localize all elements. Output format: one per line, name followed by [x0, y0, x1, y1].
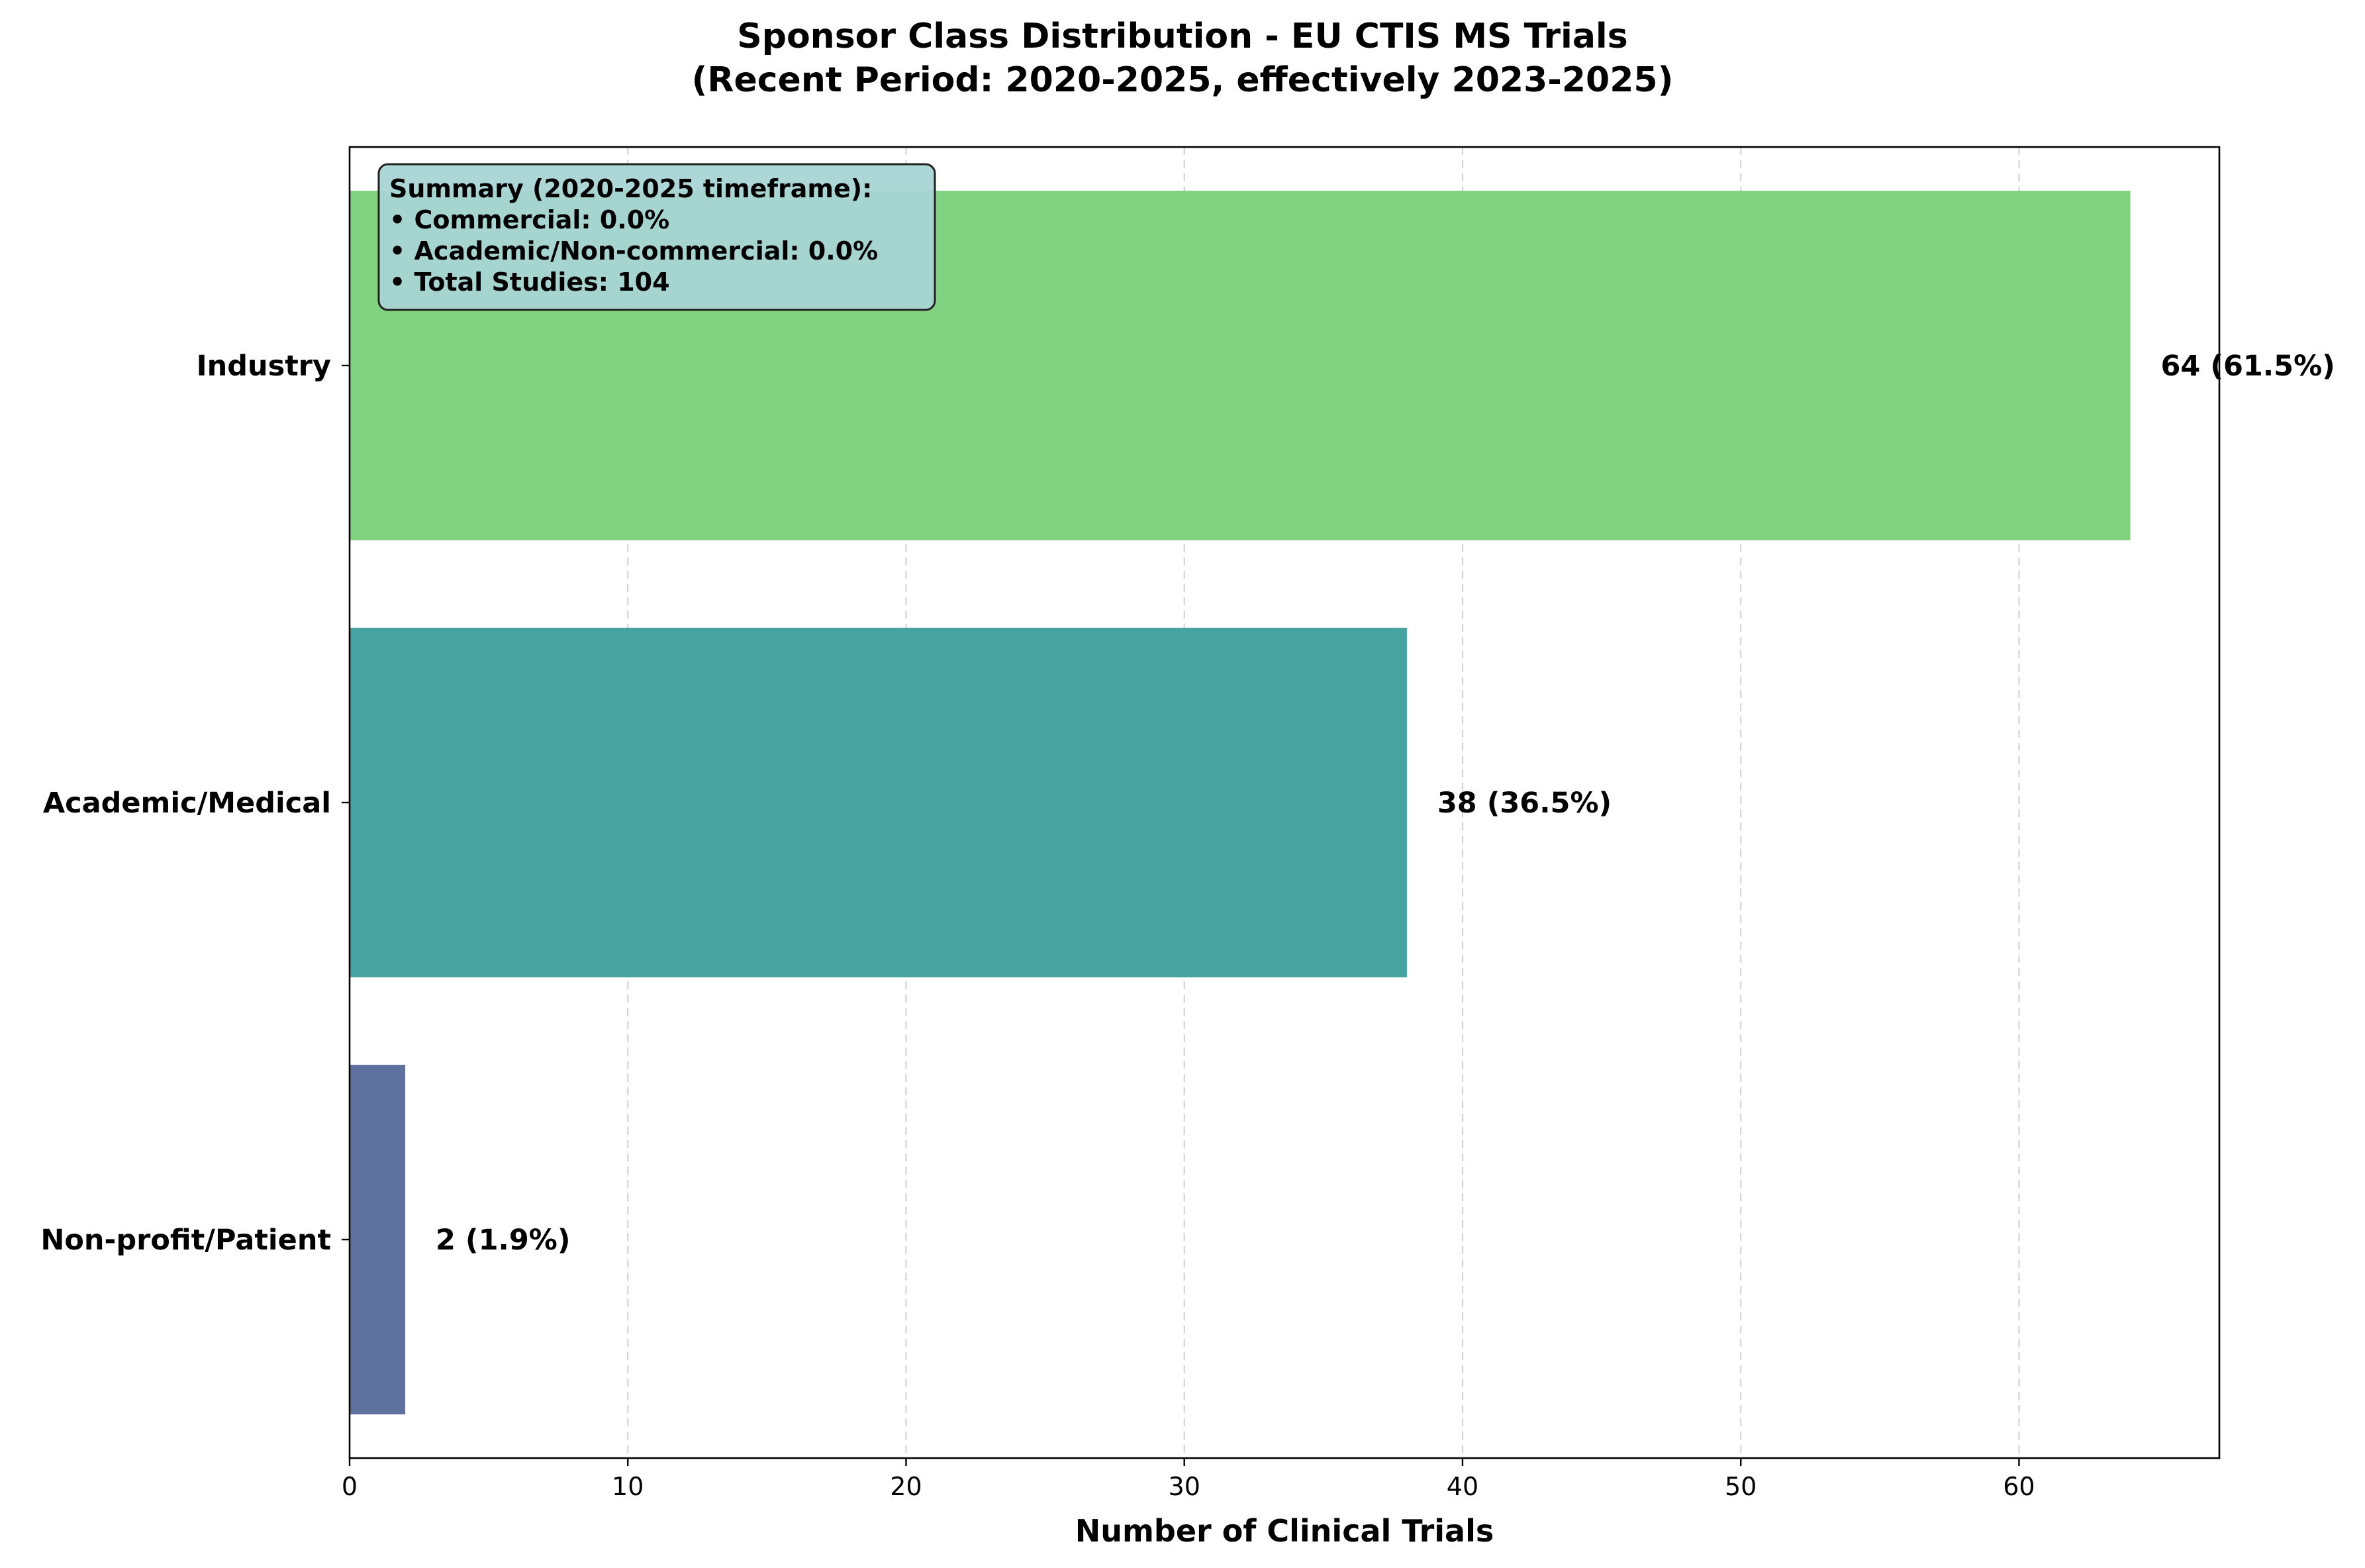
- bars: [350, 191, 2131, 1414]
- category-label: Industry: [197, 350, 331, 383]
- bar-non-profit-patient: [350, 1065, 406, 1414]
- chart-title-line-2: (Recent Period: 2020-2025, effectively 2…: [692, 60, 1674, 100]
- x-axis-ticks: 0 10 20 30 40 50 60: [342, 1458, 2035, 1501]
- data-labels: 64 (61.5%) 38 (36.5%) 2 (1.9%): [436, 350, 2335, 1257]
- x-axis-title: Number of Clinical Trials: [1075, 1513, 1494, 1549]
- x-tick-label: 40: [1447, 1472, 1478, 1501]
- bar-value-label: 38 (36.5%): [1437, 787, 1612, 820]
- bar-value-label: 64 (61.5%): [2161, 350, 2335, 383]
- x-tick-label: 30: [1169, 1472, 1200, 1501]
- category-label: Academic/Medical: [43, 787, 331, 820]
- chart-title-line-1: Sponsor Class Distribution - EU CTIS MS …: [737, 17, 1627, 56]
- bar-academic-medical: [350, 628, 1407, 977]
- x-tick-label: 20: [890, 1472, 922, 1501]
- y-axis-ticks: Industry Academic/Medical Non-profit/Patie…: [40, 350, 350, 1257]
- summary-box: Summary (2020-2025 timeframe): • Commerc…: [377, 163, 936, 311]
- summary-box-background: [377, 163, 936, 311]
- summary-line-1: Summary (2020-2025 timeframe):: [389, 174, 872, 203]
- bar-value-label: 2 (1.9%): [436, 1224, 570, 1257]
- x-tick-label: 0: [342, 1472, 358, 1501]
- summary-line-2: • Commercial: 0.0%: [389, 205, 669, 234]
- x-tick-label: 50: [1725, 1472, 1757, 1501]
- summary-line-4: • Total Studies: 104: [389, 268, 670, 297]
- summary-line-3: • Academic/Non-commercial: 0.0%: [389, 236, 878, 266]
- x-tick-label: 10: [612, 1472, 644, 1501]
- x-tick-label: 60: [2003, 1472, 2035, 1501]
- category-label: Non-profit/Patient: [40, 1224, 331, 1257]
